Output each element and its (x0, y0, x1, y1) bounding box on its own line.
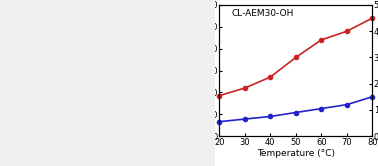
Text: CL-AEM30-OH: CL-AEM30-OH (231, 9, 294, 18)
Y-axis label: Conductivity (mS/cm): Conductivity (mS/cm) (195, 21, 204, 120)
X-axis label: Temperature (°C): Temperature (°C) (257, 149, 335, 158)
